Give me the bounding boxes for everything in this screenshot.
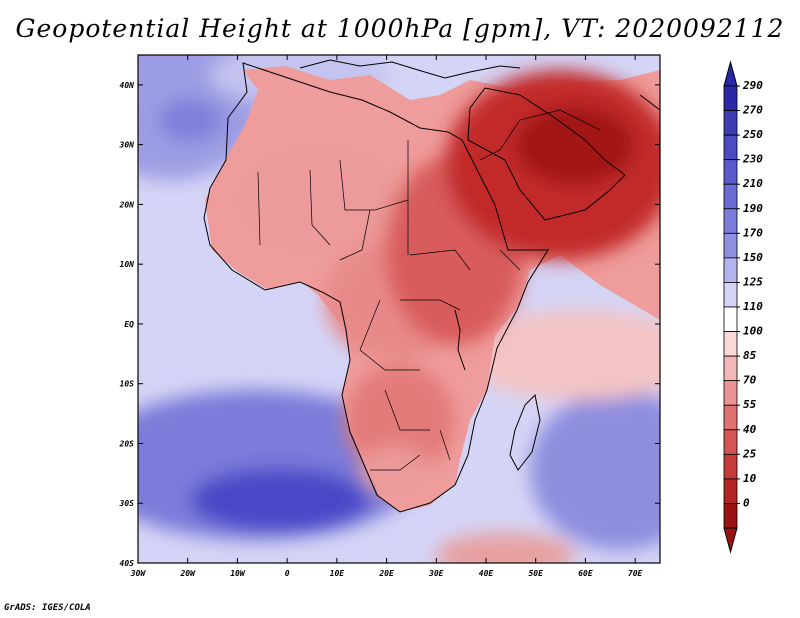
lon-tick-label: 70E	[628, 569, 643, 578]
colorbar-label: 25	[742, 447, 757, 460]
colorbar-swatch	[723, 110, 738, 136]
mediterranean-north-coast	[299, 59, 521, 79]
border-lines	[257, 109, 601, 471]
colorbar-swatch	[723, 503, 738, 529]
colorbar-swatch	[723, 380, 738, 406]
lat-tick-label: 10S	[120, 380, 135, 389]
colorbar-label: 190	[743, 202, 763, 215]
colorbar: 2902702502302101901701501251101008570554…	[723, 60, 763, 554]
lon-tick-label: 10E	[330, 569, 345, 578]
persian-gulf-core	[515, 105, 635, 185]
lat-axis: 40N 30N 20N 10N EQ 10S 20S 30S 40S	[119, 81, 660, 568]
arabia-coastline	[467, 87, 626, 221]
iran-coast	[639, 94, 660, 111]
lat-tick-label: 30N	[119, 141, 135, 150]
colorbar-label: 230	[742, 153, 763, 166]
colorbar-top-arrow	[723, 60, 738, 87]
lon-tick-label: 50E	[528, 569, 543, 578]
coastlines	[203, 59, 660, 513]
south-indian-high	[530, 390, 660, 550]
colorbar-label: 0	[743, 496, 750, 509]
colorbar-label: 270	[742, 104, 763, 117]
colorbar-label: 290	[742, 79, 763, 92]
colorbar-label: 170	[743, 226, 763, 239]
colorbar-label: 150	[743, 251, 763, 264]
indian-ocean-pink	[460, 310, 660, 400]
southern-low	[435, 533, 575, 563]
map-frame	[137, 54, 661, 564]
lat-tick-label: 20S	[119, 439, 135, 448]
colorbar-label: 100	[743, 325, 763, 338]
madagascar-coastline	[509, 393, 541, 471]
colorbar-swatch	[723, 404, 738, 431]
lon-tick-label: 0	[285, 569, 290, 578]
colorbar-swatch	[723, 478, 738, 504]
lon-axis: 30W 20W 10W 0 10E 20E 30E 40E 50E 60E 70E	[130, 55, 643, 578]
south-atlantic-core	[190, 468, 370, 532]
lon-tick-label: 30W	[130, 569, 147, 578]
colorbar-swatch	[723, 306, 738, 332]
lat-tick-label: 40S	[120, 559, 135, 568]
lon-tick-label: 20E	[378, 569, 394, 578]
colorbar-bottom-arrow	[723, 527, 738, 554]
lat-tick-label: 20N	[119, 200, 135, 209]
colorbar-swatch	[723, 429, 738, 455]
colorbar-label: 55	[743, 398, 757, 411]
colorbar-swatch	[723, 208, 738, 234]
colorbar-swatch	[723, 134, 738, 161]
colorbar-swatch	[723, 257, 738, 283]
colorbar-swatch	[723, 331, 738, 357]
colorbar-swatch	[723, 453, 738, 480]
lon-tick-label: 30E	[428, 569, 444, 578]
colorbar-label: 210	[742, 177, 763, 190]
colorbar-swatch	[723, 159, 738, 185]
colorbar-swatch	[723, 282, 738, 308]
great-lakes	[454, 309, 466, 371]
country-borders	[257, 109, 601, 471]
colorbar-swatch	[723, 355, 738, 382]
colorbar-swatch	[723, 232, 738, 259]
colorbar-swatch	[723, 183, 738, 210]
colorbar-label: 10	[743, 472, 757, 485]
lat-tick-label: EQ	[124, 320, 134, 329]
grads-credit: GrADS: IGES/COLA	[4, 603, 91, 613]
map-field	[138, 55, 660, 563]
lat-tick-label: 40N	[120, 81, 135, 90]
colorbar-label: 85	[743, 349, 757, 362]
lon-tick-label: 20W	[179, 569, 196, 578]
azores-core	[158, 98, 222, 142]
lon-tick-label: 10W	[230, 569, 246, 578]
colorbar-label: 70	[743, 374, 757, 387]
lon-tick-label: 60E	[578, 569, 593, 578]
colorbar-label: 110	[743, 300, 763, 313]
colorbar-label: 125	[743, 275, 763, 288]
lat-tick-label: 30S	[119, 499, 135, 508]
lat-tick-label: 10N	[120, 260, 135, 269]
chart-title: Geopotential Height at 1000hPa [gpm], VT…	[15, 14, 785, 43]
sahara	[235, 145, 405, 255]
colorbar-label: 250	[742, 128, 763, 141]
africa-coastline	[203, 62, 549, 513]
southern-africa	[345, 365, 455, 475]
colorbar-swatch	[723, 85, 738, 111]
colorbar-label: 40	[743, 423, 757, 436]
lon-tick-label: 40E	[479, 569, 494, 578]
